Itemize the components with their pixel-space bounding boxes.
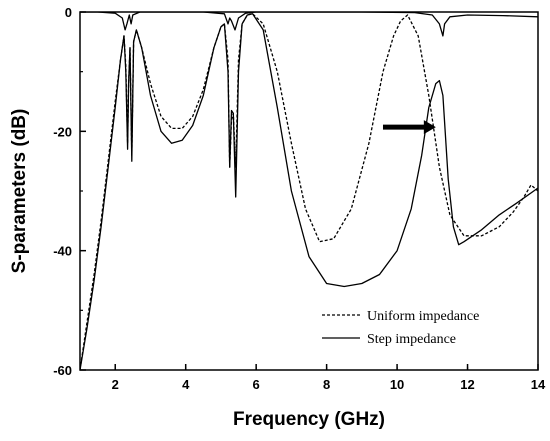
y-tick-label: 0 [65, 5, 72, 20]
x-tick-label: 12 [460, 377, 474, 392]
x-tick-label: 4 [182, 377, 190, 392]
y-tick-label: -20 [53, 124, 72, 139]
y-tick-label: -40 [53, 244, 72, 259]
x-tick-label: 2 [112, 377, 119, 392]
x-axis-title: Frequency (GHz) [233, 409, 385, 430]
legend: Uniform impedance Step impedance [322, 309, 479, 347]
x-tick-label: 8 [323, 377, 330, 392]
y-tick-label: -60 [53, 363, 72, 378]
y-axis-title: S-parameters (dB) [9, 109, 30, 274]
x-tick-label: 6 [253, 377, 260, 392]
legend-label: Uniform impedance [367, 309, 479, 324]
x-tick-label: 14 [531, 377, 546, 392]
axis-ticks: 2 4 6 8 10 12 14 0 -20 -40 -60 [53, 5, 546, 392]
x-tick-label: 10 [390, 377, 404, 392]
legend-label: Step impedance [367, 332, 456, 347]
annotation-arrow [383, 120, 436, 134]
arrow-head [424, 120, 436, 134]
series-line-3 [80, 12, 538, 36]
